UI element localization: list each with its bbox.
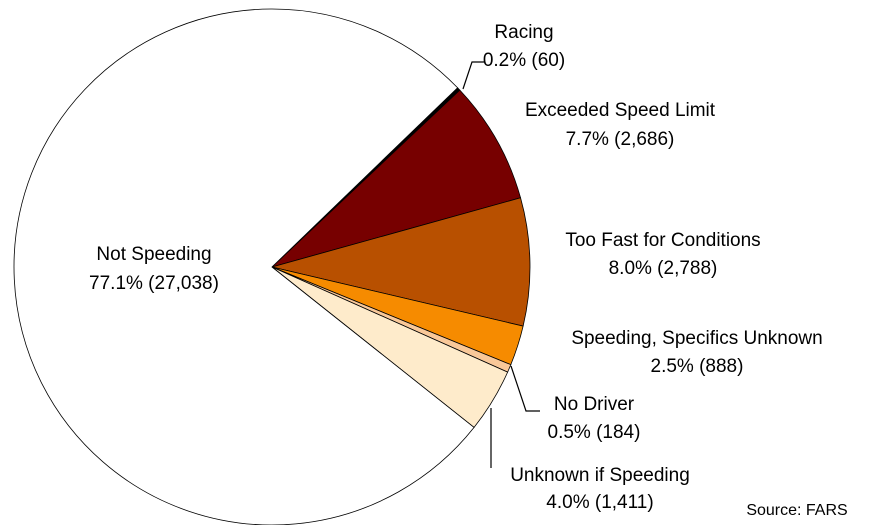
slice-value-label: 0.2% (60): [483, 50, 565, 71]
slice-label: Speeding, Specifics Unknown: [571, 328, 822, 349]
leader-line: [510, 365, 540, 412]
slice-label: Unknown if Speeding: [510, 465, 690, 486]
slice-label: Exceeded Speed Limit: [525, 100, 716, 121]
slice-value-label: 0.5% (184): [548, 422, 641, 443]
pie-slice: [271, 197, 531, 327]
slice-label: Not Speeding: [96, 244, 211, 265]
slice-label: Too Fast for Conditions: [565, 230, 760, 251]
pie-slice: [271, 89, 522, 268]
source-note: Source: FARS: [746, 502, 847, 519]
slice-value-label: 2.5% (888): [651, 356, 744, 377]
slice-value-label: 8.0% (2,788): [609, 258, 718, 279]
pie-slice: [13, 8, 475, 525]
slice-value-label: 7.7% (2,686): [566, 129, 675, 150]
slice-value-label: 4.0% (1,411): [546, 492, 653, 513]
slice-value-label: 77.1% (27,038): [89, 273, 219, 294]
leader-line: [462, 61, 484, 90]
slice-label: No Driver: [554, 394, 635, 415]
pie: [13, 8, 531, 525]
slice-label: Racing: [494, 22, 553, 43]
